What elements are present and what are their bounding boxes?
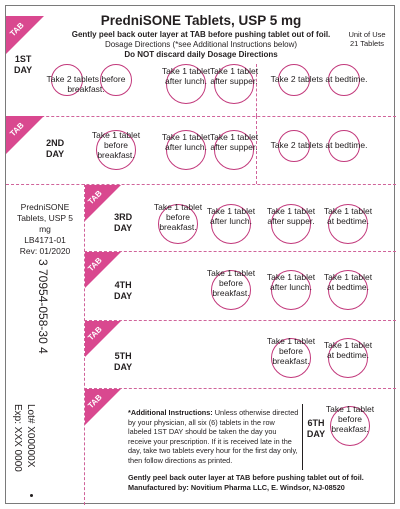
tab-triangle <box>6 116 44 154</box>
tablet-count: 21 Tablets <box>349 39 385 48</box>
additional-instructions: *Additional Instructions: Unless otherwi… <box>128 408 300 466</box>
dose-instruction: Take 1 tablet after supper. <box>209 66 259 86</box>
tablet-blister[interactable] <box>271 270 311 310</box>
day-label-6: 6TH DAY <box>306 418 326 439</box>
tablet-blister[interactable] <box>278 64 310 96</box>
perforation-line <box>256 116 257 184</box>
tablet-blister[interactable] <box>51 64 83 96</box>
dose-instruction: Take 1 tablet at bedtime. <box>323 206 373 226</box>
dose-instruction: Take 1 tablet after supper. <box>266 206 316 226</box>
dose-instruction: Take 1 tablet before breakfast. <box>206 268 256 298</box>
tablet-blister[interactable] <box>166 130 206 170</box>
tablet-blister[interactable] <box>96 130 136 170</box>
tablet-blister[interactable] <box>328 130 360 162</box>
tablet-blister[interactable] <box>328 270 368 310</box>
tablet-blister[interactable] <box>100 64 132 96</box>
tablet-blister[interactable] <box>166 64 206 104</box>
perforation-line <box>6 116 396 117</box>
instructions-heading: *Additional Instructions: <box>128 408 213 417</box>
tablet-blister[interactable] <box>328 338 368 378</box>
dose-instruction: Take 1 tablet after lunch. <box>161 132 211 152</box>
unit-of-use: Unit of Use 21 Tablets <box>342 30 392 48</box>
tab-triangle <box>6 16 44 54</box>
tablet-blister[interactable] <box>271 204 311 244</box>
product-code: LB4171-01 <box>24 235 66 245</box>
dose-instruction: Take 2 tablets before breakfast. <box>46 74 126 94</box>
tab-triangle <box>85 389 121 425</box>
perforation-line <box>84 388 396 389</box>
product-info: PredniSONE Tablets, USP 5 mg LB4171-01 R… <box>10 202 80 257</box>
tab-triangle <box>85 252 121 288</box>
dose-instruction: Take 1 tablet before breakfast. <box>325 404 375 434</box>
tablet-blister[interactable] <box>158 204 198 244</box>
do-not-discard-note: Do NOT discard daily Dosage Directions <box>124 50 278 59</box>
day-label-4: 4TH DAY <box>114 280 133 301</box>
unit-of-use-label: Unit of Use <box>348 30 386 39</box>
peel-instruction: Gently peel back outer layer at TAB befo… <box>71 30 331 39</box>
barcode-number: 3 70954-058-30 4 <box>36 259 50 354</box>
dose-instruction: Take 2 tablets at bedtime. <box>270 74 368 84</box>
dose-instruction: Take 1 tablet before breakfast. <box>266 336 316 366</box>
tablet-blister[interactable] <box>271 338 311 378</box>
day-label-5: 5TH DAY <box>114 351 133 372</box>
registration-dot <box>30 494 33 497</box>
perforation-line <box>6 184 396 185</box>
dose-instruction: Take 1 tablet after lunch. <box>206 206 256 226</box>
tablet-blister[interactable] <box>330 406 370 446</box>
tablet-blister[interactable] <box>278 130 310 162</box>
dose-instruction: Take 1 tablet before breakfast. <box>91 130 141 160</box>
dose-instruction: Take 1 tablet after supper. <box>209 132 259 152</box>
tablet-blister[interactable] <box>211 204 251 244</box>
dosage-directions-note: Dosage Directions (*see Additional Instr… <box>104 40 298 49</box>
manufacturer: Manufactured by: Novitium Pharma LLC, E.… <box>128 483 345 492</box>
tablet-blister[interactable] <box>328 64 360 96</box>
perforation-line <box>256 64 257 116</box>
tablet-blister[interactable] <box>214 64 254 104</box>
footer-peel-instruction: Gently peel back outer layer at TAB befo… <box>128 473 364 482</box>
tablet-blister[interactable] <box>328 204 368 244</box>
tab-triangle <box>85 185 121 221</box>
perforation-line <box>84 184 85 505</box>
perforation-line <box>84 251 396 252</box>
product-name: PredniSONE Tablets, USP 5 mg <box>16 202 74 234</box>
tablet-blister[interactable] <box>211 270 251 310</box>
lot-number: Lot# X00000X <box>25 404 36 468</box>
divider <box>302 404 303 470</box>
dose-instruction: Take 1 tablet after lunch. <box>161 66 211 86</box>
blister-card: PredniSONE Tablets, USP 5 mg Gently peel… <box>5 5 396 505</box>
product-revision: Rev: 01/2020 <box>19 246 71 256</box>
dose-instruction: Take 1 tablet at bedtime. <box>323 340 373 360</box>
dose-instruction: Take 1 tablet at bedtime. <box>323 272 373 292</box>
day-label-2: 2ND DAY <box>46 138 65 159</box>
day-label-3: 3RD DAY <box>114 212 133 233</box>
instructions-body: Unless otherwise directed by your physic… <box>128 408 299 465</box>
dose-instruction: Take 2 tablets at bedtime. <box>270 140 368 150</box>
dose-instruction: Take 1 tablet before breakfast. <box>153 202 203 232</box>
expiry-date: Exp: XXX 0000 <box>12 404 23 472</box>
tab-triangle <box>85 321 121 357</box>
day-label-1: 1ST DAY <box>14 54 33 75</box>
dose-instruction: Take 1 tablet after lunch. <box>266 272 316 292</box>
product-title: PredniSONE Tablets, USP 5 mg <box>100 13 302 28</box>
tablet-blister[interactable] <box>214 130 254 170</box>
perforation-line <box>84 320 396 321</box>
